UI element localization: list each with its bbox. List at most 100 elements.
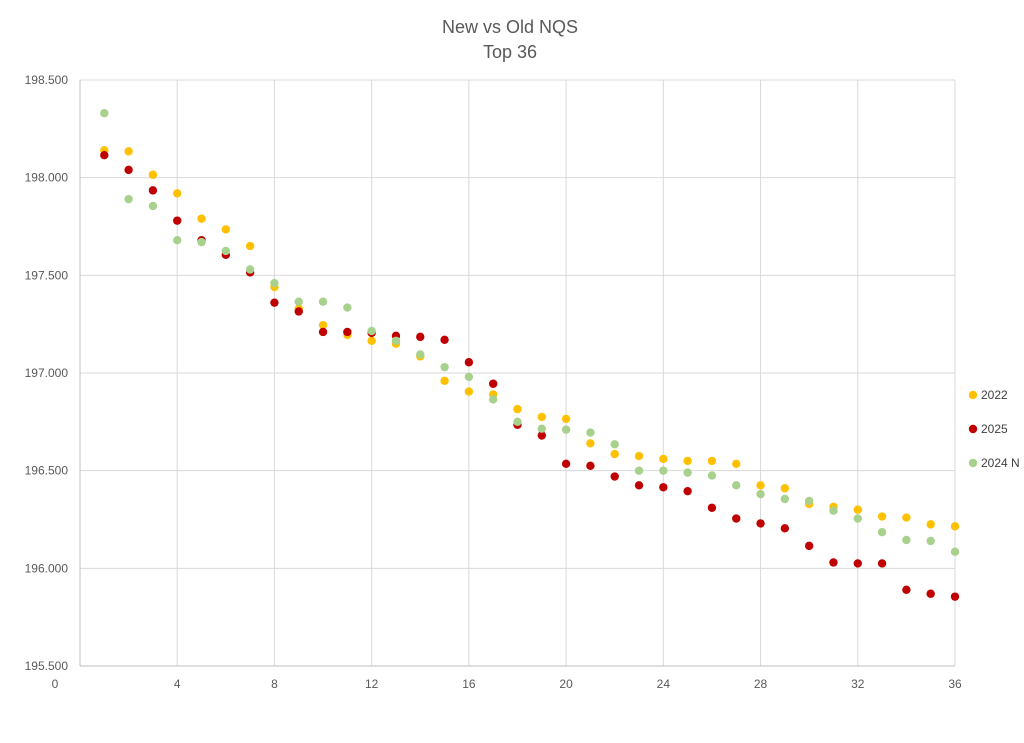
data-point — [561, 425, 571, 434]
data-point — [926, 589, 935, 598]
data-point — [732, 459, 741, 469]
data-point — [537, 431, 547, 440]
data-point — [780, 494, 790, 504]
y-tick-label: 196.500 — [25, 464, 69, 478]
data-point — [926, 536, 935, 546]
data-point — [173, 216, 182, 225]
data-point — [318, 320, 328, 330]
data-point — [440, 376, 449, 386]
data-point — [634, 451, 644, 461]
data-point — [318, 327, 328, 337]
y-tick-label: 198.000 — [25, 171, 69, 185]
data-point — [732, 514, 741, 523]
data-point — [853, 559, 862, 568]
x-tick-label: 12 — [365, 677, 379, 691]
data-point — [659, 483, 668, 492]
x-tick-label: 4 — [174, 677, 181, 691]
data-point — [464, 358, 474, 367]
data-point — [416, 350, 425, 359]
data-point — [294, 307, 303, 316]
data-point — [659, 466, 668, 475]
chart-subtitle: Top 36 — [483, 42, 537, 62]
legend: 2022 2025 2024 N — [968, 388, 1020, 470]
data-point — [756, 481, 765, 490]
data-point — [707, 503, 717, 512]
y-tick-label: 197.000 — [25, 366, 69, 380]
data-point — [610, 440, 619, 449]
data-point — [561, 459, 571, 469]
data-point — [245, 265, 255, 274]
data-point — [756, 519, 765, 528]
data-point — [343, 327, 352, 337]
data-point — [902, 513, 911, 522]
data-point — [488, 379, 498, 388]
data-point — [634, 481, 644, 490]
data-point — [610, 472, 619, 481]
x-tick-label: 0 — [52, 677, 59, 691]
data-point — [683, 468, 692, 477]
series-2 — [100, 109, 960, 556]
data-point — [513, 417, 522, 427]
legend-marker — [968, 390, 978, 400]
data-point — [537, 424, 547, 433]
series-0 — [100, 146, 960, 531]
data-point — [829, 506, 838, 515]
data-point — [586, 428, 595, 437]
data-point — [416, 332, 425, 342]
data-point — [367, 336, 376, 345]
data-point — [124, 165, 133, 175]
data-point — [950, 522, 960, 531]
data-point — [926, 520, 935, 529]
data-point — [683, 486, 692, 496]
data-point — [148, 186, 158, 195]
data-point — [294, 297, 303, 306]
y-tick-label: 195.500 — [25, 659, 69, 673]
data-point — [707, 456, 717, 466]
data-point — [197, 237, 206, 247]
x-tick-label: 28 — [754, 677, 768, 691]
data-point — [221, 225, 231, 234]
x-tick-label: 16 — [462, 677, 476, 691]
data-point — [537, 412, 547, 422]
data-point — [707, 471, 717, 480]
data-point — [804, 541, 814, 551]
axes: 198.500 198.000 197.500 197.000 196.500 196.0… — [25, 73, 962, 691]
data-point — [100, 151, 109, 160]
data-point — [902, 585, 911, 595]
data-point — [829, 558, 838, 567]
data-point — [488, 395, 498, 404]
data-point — [902, 535, 911, 545]
data-point — [586, 461, 595, 470]
legend-marker — [968, 458, 978, 468]
data-point — [148, 170, 158, 179]
data-point — [173, 189, 182, 198]
data-points — [100, 109, 960, 601]
x-tick-label: 24 — [657, 677, 671, 691]
data-point — [173, 235, 182, 245]
chart-title: New vs Old NQS — [442, 17, 578, 37]
data-point — [950, 592, 960, 601]
y-tick-label: 197.500 — [25, 268, 69, 282]
data-point — [513, 404, 522, 414]
legend-marker — [968, 424, 978, 434]
x-tick-label: 32 — [851, 677, 865, 691]
data-point — [877, 527, 887, 537]
series-1 — [100, 151, 960, 601]
x-tick-label: 8 — [271, 677, 278, 691]
data-point — [586, 439, 595, 448]
data-point — [100, 109, 109, 118]
data-point — [853, 514, 862, 523]
data-point — [270, 298, 279, 307]
data-point — [318, 297, 328, 306]
data-point — [780, 524, 790, 533]
data-point — [124, 147, 133, 156]
data-point — [780, 484, 790, 493]
data-point — [391, 336, 401, 345]
legend-label: 2024 N — [981, 456, 1020, 470]
data-point — [270, 278, 279, 288]
data-point — [221, 246, 231, 256]
legend-label: 2022 — [981, 388, 1008, 402]
x-tick-label: 36 — [948, 677, 962, 691]
x-tick-label: 20 — [559, 677, 573, 691]
